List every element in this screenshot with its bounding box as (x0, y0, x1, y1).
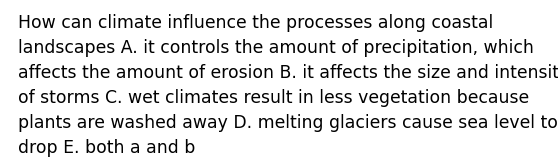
Text: landscapes A. it controls the amount of precipitation, which: landscapes A. it controls the amount of … (18, 39, 534, 57)
Text: plants are washed away D. melting glaciers cause sea level to: plants are washed away D. melting glacie… (18, 114, 558, 132)
Text: of storms C. wet climates result in less vegetation because: of storms C. wet climates result in less… (18, 89, 529, 107)
Text: How can climate influence the processes along coastal: How can climate influence the processes … (18, 14, 493, 32)
Text: drop E. both a and b: drop E. both a and b (18, 139, 195, 157)
Text: affects the amount of erosion B. it affects the size and intensity: affects the amount of erosion B. it affe… (18, 64, 558, 82)
